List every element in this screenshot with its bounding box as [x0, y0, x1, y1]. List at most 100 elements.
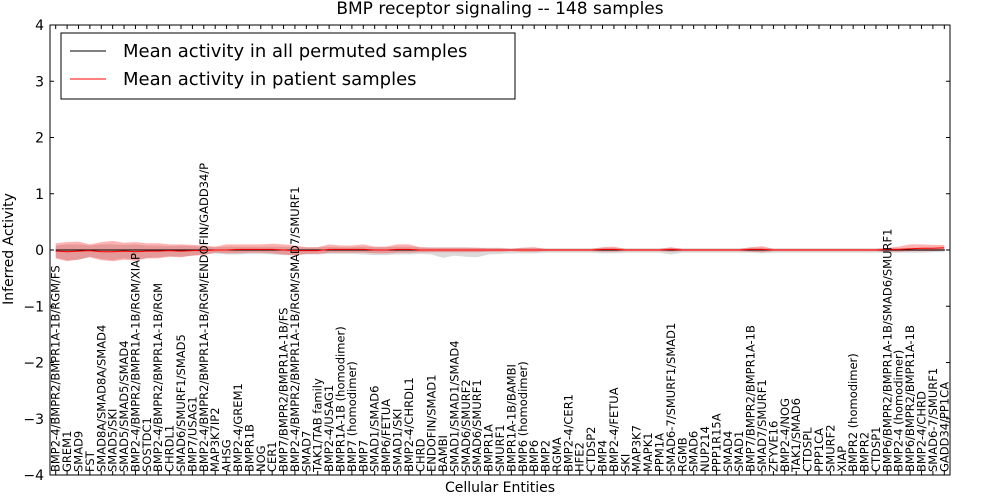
- x-tick-label: BMPR1A: [482, 424, 496, 472]
- x-tick-label: CHRD: [413, 438, 427, 472]
- x-tick-label: CTDSP1: [869, 427, 883, 472]
- x-tick-label: SMURF2: [823, 424, 837, 472]
- x-tick-label: SMAD5/SKI: [106, 409, 120, 472]
- x-tick-label: HFE2: [573, 442, 587, 472]
- x-tick-label: SMAD6-7/SMURF1: [926, 368, 940, 472]
- x-tick-label: CER1: [265, 441, 279, 472]
- x-tick-label: BAMBI: [436, 435, 450, 472]
- x-tick-label: XIAP: [835, 446, 849, 472]
- x-tick-label: BMP7/BMPR2/BMPR1A-1B: [744, 325, 758, 472]
- x-tick-label: SMAD8A/SMAD8A/SMAD4: [94, 325, 108, 472]
- x-tick-label: MAP3K7: [630, 425, 644, 472]
- x-tick-label: PPP1CA: [812, 428, 826, 472]
- x-tick-label: GREM1: [60, 431, 74, 472]
- x-tick-label: CTDSPL: [801, 427, 815, 472]
- y-tick-label: 4: [35, 18, 44, 34]
- x-tick-label: TAK1/SMAD6: [789, 398, 803, 473]
- y-tick-label: −1: [23, 299, 44, 315]
- x-tick-label: BMP6: [527, 440, 541, 472]
- x-tick-label: ZFYVE16: [766, 421, 780, 472]
- y-tick-label: 0: [35, 243, 44, 259]
- x-tick-label: SMAD4: [721, 431, 735, 472]
- x-tick-label: BMP2-4/USAG1: [322, 385, 336, 472]
- x-tick-label: BMPR1A-1B (homodimer): [334, 326, 348, 472]
- plot-area: 4 3 2 1 0 −1 −2 −3 −4 BMP2-4/BMPR2/BMPR1A-1B/RGM/…: [23, 18, 951, 484]
- x-tick-label: BMP2-4/BMPR2/BMPR1A-1B/RGM/XIAP: [128, 253, 142, 472]
- x-tick-label: BMP2-4/GREM1: [231, 383, 245, 472]
- x-tick-label: SMAD1/SMAD1/SMAD4: [447, 340, 461, 472]
- x-tick-label: ENDOFIN/SMAD1: [425, 374, 439, 472]
- patient-band: [55, 241, 945, 262]
- x-tick-label: BMP7/BMPR2/BMPR1A-1B/FS: [277, 308, 291, 472]
- x-tick-label: FST: [83, 450, 97, 472]
- x-tick-label: CTDSP2: [584, 427, 598, 472]
- x-tick-label: NOG: [254, 445, 268, 472]
- x-tick-label: BMP6/BMPR2/BMPR1A-1B/SMAD6/SMURF1: [880, 229, 894, 472]
- x-tick-label: SMAD5/SMAD5/SMAD4: [117, 340, 131, 472]
- x-tick-label: BMP2: [539, 440, 553, 472]
- x-tick-label: BMP2-4/CHRDL1: [402, 377, 416, 472]
- permuted-band: [55, 244, 945, 261]
- x-tick-label: SMAD6/SMURF1/SMAD5: [174, 334, 188, 472]
- y-tick-label: 3: [35, 74, 44, 90]
- y-tick-label: 2: [35, 131, 44, 147]
- x-tick-label: SMAD1: [732, 431, 746, 472]
- x-tick-label: BMP2-4/NOG: [778, 398, 792, 472]
- series-line-patient: [55, 247, 945, 253]
- x-tick-label: MAP3K7IP2: [208, 407, 222, 472]
- x-tick-label: AHSG: [220, 439, 234, 472]
- x-tick-label: CHRDL1: [163, 425, 177, 472]
- x-tick-label: NUP214: [698, 426, 712, 472]
- x-tick-label: BMP7 (homodimer): [345, 361, 359, 472]
- x-tick-label: SMAD7/SMURF1: [755, 379, 769, 472]
- y-tick-label: −3: [23, 412, 44, 428]
- x-tick-label: BMP6/FETUA: [379, 399, 393, 472]
- x-tick-label: BMP2-4/BMPR2/BMPR1A-1B/RGM: [151, 283, 165, 472]
- x-axis-label: Cellular Entities: [445, 480, 555, 496]
- x-tick-label: SMAD6/SMURF1: [470, 379, 484, 472]
- x-tick-label: BMPR1B: [242, 424, 256, 472]
- x-tick-label: BMP2-4/CER1: [561, 394, 575, 472]
- x-tick-label: BMP2-4/CHRD: [915, 391, 929, 472]
- x-tick-label: BMP2-4/BMPR2/BMPR1A-1B/RGM/ENDOFIN/GADD3…: [197, 163, 211, 472]
- x-tick-label: BMP7: [356, 440, 370, 472]
- x-tick-label: MAPK1: [641, 432, 655, 472]
- x-tick-label: GADD34/PP1CA: [937, 382, 951, 472]
- y-tick-label: −2: [23, 356, 44, 372]
- chart-title: BMP receptor signaling -- 148 samples: [336, 0, 663, 19]
- x-tick-label: SMURF1: [493, 424, 507, 472]
- x-tick-label: TAK1/TAB family: [311, 378, 325, 473]
- x-tick-label: RGMA: [550, 437, 564, 472]
- x-tick-label: SMAD9: [71, 431, 85, 472]
- x-tick-label: SMAD7: [299, 431, 313, 472]
- x-tick-label: PPP1R15A: [709, 413, 723, 472]
- x-tick-label: BMP7/USAG1: [185, 396, 199, 472]
- x-tick-label: BMP2-4/FETUA: [607, 387, 621, 472]
- legend-label-permuted: Mean activity in all permuted samples: [123, 41, 467, 62]
- x-tick-label: BMPR1A-1B/BAMBI: [504, 364, 518, 472]
- x-tick-label: RGMB: [675, 437, 689, 472]
- x-tick-label: BMP2-4/BMPR2/BMPR1A-1B/RGM/SMAD7/SMURF1: [288, 186, 302, 472]
- x-tick-label: BMP6 (homodimer): [516, 361, 530, 472]
- x-tick-label: BMP2-4 (homodimer): [892, 350, 906, 472]
- x-tick-label: BMPR2 (homodimer): [846, 353, 860, 472]
- x-tick-label: BMPR2: [858, 432, 872, 472]
- x-tick-label: SKI: [618, 454, 632, 472]
- x-tick-label: SMAD6/SMURF2: [459, 379, 473, 472]
- x-tick-label: BMP4: [596, 440, 610, 472]
- x-tick-label: SMAD1/SKI: [390, 409, 404, 472]
- legend-box: [60, 32, 516, 100]
- x-tick-label: SMAD1/SMAD6: [368, 386, 382, 472]
- y-tick-label: 1: [35, 187, 44, 203]
- y-axis-label: Inferred Activity: [1, 193, 17, 305]
- x-tick-label: BMP2-4/BMPR2/BMPR1A-1B/RGM/FS: [49, 265, 63, 472]
- legend: Mean activity in all permuted samples Me…: [60, 32, 516, 100]
- x-tick-label: SMAD6: [687, 431, 701, 472]
- legend-label-patient: Mean activity in patient samples: [123, 69, 417, 90]
- x-tick-label: BMP6/BMPR2/BMPR1A-1B: [903, 325, 917, 472]
- x-tick-label: SOSTDC1: [140, 417, 154, 472]
- y-tick-label: −4: [23, 468, 44, 484]
- x-tick-label: SMAD6-7/SMURF1/SMAD1: [664, 323, 678, 472]
- x-tick-label: PPM1A: [652, 433, 666, 472]
